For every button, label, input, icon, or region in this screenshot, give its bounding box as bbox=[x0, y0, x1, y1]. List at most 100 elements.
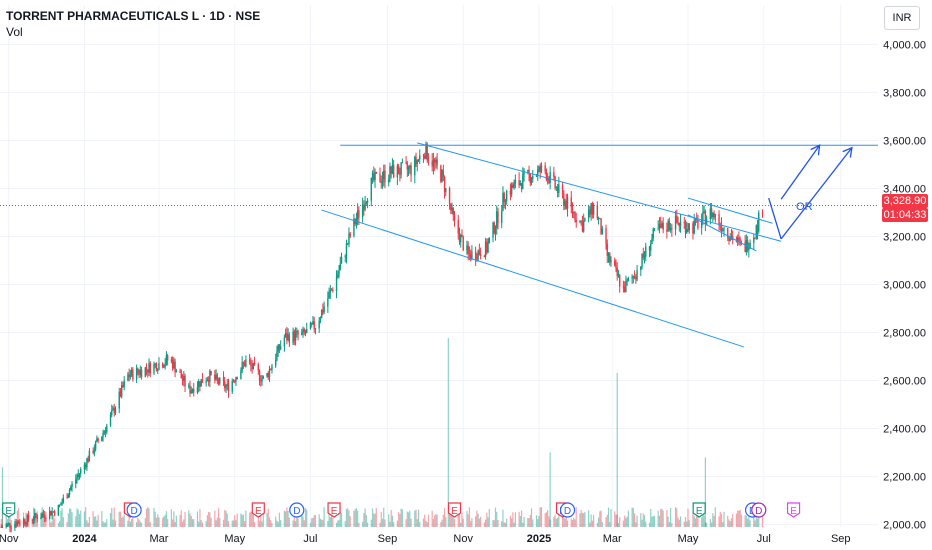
volume-bar bbox=[722, 522, 724, 527]
candle-body bbox=[335, 276, 338, 292]
candle-body bbox=[154, 363, 156, 365]
candle-body bbox=[427, 160, 430, 162]
candle-body bbox=[738, 237, 740, 239]
volume-bar bbox=[354, 509, 356, 527]
candle-body bbox=[407, 167, 410, 170]
candle-body bbox=[461, 234, 463, 237]
volume-bar bbox=[288, 517, 290, 527]
candle-body bbox=[193, 388, 195, 393]
candle-body bbox=[379, 173, 381, 182]
candle-body bbox=[303, 329, 305, 333]
candle-body bbox=[641, 253, 643, 267]
volume-bar bbox=[309, 522, 312, 527]
volume-bar bbox=[501, 521, 503, 527]
y-tick-label: 3,600.00 bbox=[883, 135, 926, 147]
volume-bar bbox=[59, 521, 61, 527]
volume-bar bbox=[271, 522, 273, 527]
candle-body bbox=[761, 212, 764, 214]
volume-bar bbox=[547, 510, 549, 527]
candle-body bbox=[592, 205, 595, 215]
candle-body bbox=[642, 253, 644, 258]
currency-button[interactable]: INR bbox=[884, 6, 920, 30]
earnings-marker bbox=[2, 502, 16, 518]
candle-body bbox=[417, 159, 420, 161]
volume-bar bbox=[19, 519, 21, 527]
candle-body bbox=[14, 523, 16, 528]
volume-bar bbox=[502, 509, 504, 527]
candle-body bbox=[425, 143, 427, 159]
candle-body bbox=[607, 253, 610, 256]
candle-body bbox=[5, 524, 7, 528]
candle-body bbox=[615, 265, 617, 268]
candle-body bbox=[453, 215, 456, 220]
candle-body bbox=[580, 220, 582, 222]
candle-body bbox=[286, 333, 288, 341]
volume-bar bbox=[137, 518, 139, 527]
candle-body bbox=[596, 205, 599, 219]
volume-bar bbox=[504, 522, 507, 527]
volume-indicator-label[interactable]: Vol bbox=[6, 25, 23, 39]
candle-body bbox=[474, 251, 477, 260]
volume-bar bbox=[710, 522, 713, 527]
volume-bar bbox=[589, 522, 591, 527]
candle-body bbox=[406, 163, 409, 170]
candle-body bbox=[174, 361, 176, 373]
volume-bar bbox=[88, 516, 91, 527]
target-arrow bbox=[780, 147, 853, 240]
candle-body bbox=[661, 222, 663, 228]
volume-bar bbox=[6, 519, 9, 527]
volume-bar bbox=[522, 522, 524, 527]
candle-body bbox=[676, 215, 678, 223]
candle-body bbox=[650, 243, 652, 251]
candle-body bbox=[36, 516, 38, 520]
candle-body bbox=[433, 159, 436, 163]
volume-bar bbox=[496, 511, 498, 527]
volume-bar bbox=[189, 513, 191, 527]
candle-body bbox=[356, 210, 359, 220]
candle-body bbox=[276, 351, 278, 360]
candle-body bbox=[62, 497, 65, 503]
volume-bar bbox=[148, 508, 150, 527]
volume-bar bbox=[512, 512, 514, 527]
volume-bar bbox=[111, 507, 113, 527]
candle-body bbox=[329, 290, 332, 293]
volume-bar bbox=[631, 507, 633, 527]
volume-bar bbox=[549, 452, 551, 527]
candle-body bbox=[45, 517, 47, 519]
candle-body bbox=[173, 361, 175, 369]
volume-bar bbox=[241, 514, 243, 527]
volume-bar bbox=[450, 510, 452, 527]
volume-bar bbox=[51, 520, 53, 527]
event-marker-label: D bbox=[293, 506, 300, 517]
volume-bar bbox=[475, 516, 477, 527]
volume-bar bbox=[362, 521, 364, 527]
candle-body bbox=[157, 369, 159, 371]
candle-body bbox=[631, 276, 633, 279]
volume-bar bbox=[10, 519, 12, 527]
volume-bar bbox=[758, 516, 760, 527]
candle-body bbox=[373, 173, 375, 181]
candle-body bbox=[445, 188, 447, 193]
candle-body bbox=[284, 333, 287, 338]
candle-body bbox=[415, 157, 417, 164]
volume-bar bbox=[636, 515, 638, 527]
volume-bar bbox=[226, 513, 228, 527]
volume-bar bbox=[468, 507, 471, 527]
volume-bar bbox=[583, 513, 585, 527]
volume-bar bbox=[27, 515, 30, 527]
volume-bar bbox=[406, 511, 408, 527]
candle-body bbox=[390, 166, 392, 174]
candle-body bbox=[553, 172, 555, 177]
volume-bar bbox=[296, 516, 298, 527]
candle-body bbox=[270, 369, 272, 371]
candle-body bbox=[19, 523, 21, 525]
volume-bar bbox=[626, 516, 628, 527]
y-tick-label: 3,000.00 bbox=[883, 280, 926, 292]
candle-body bbox=[589, 209, 591, 215]
volume-bar bbox=[201, 522, 204, 527]
volume-bar bbox=[18, 508, 20, 527]
volume-bar bbox=[338, 520, 340, 527]
volume-bar bbox=[311, 518, 313, 527]
volume-bar bbox=[157, 514, 159, 527]
